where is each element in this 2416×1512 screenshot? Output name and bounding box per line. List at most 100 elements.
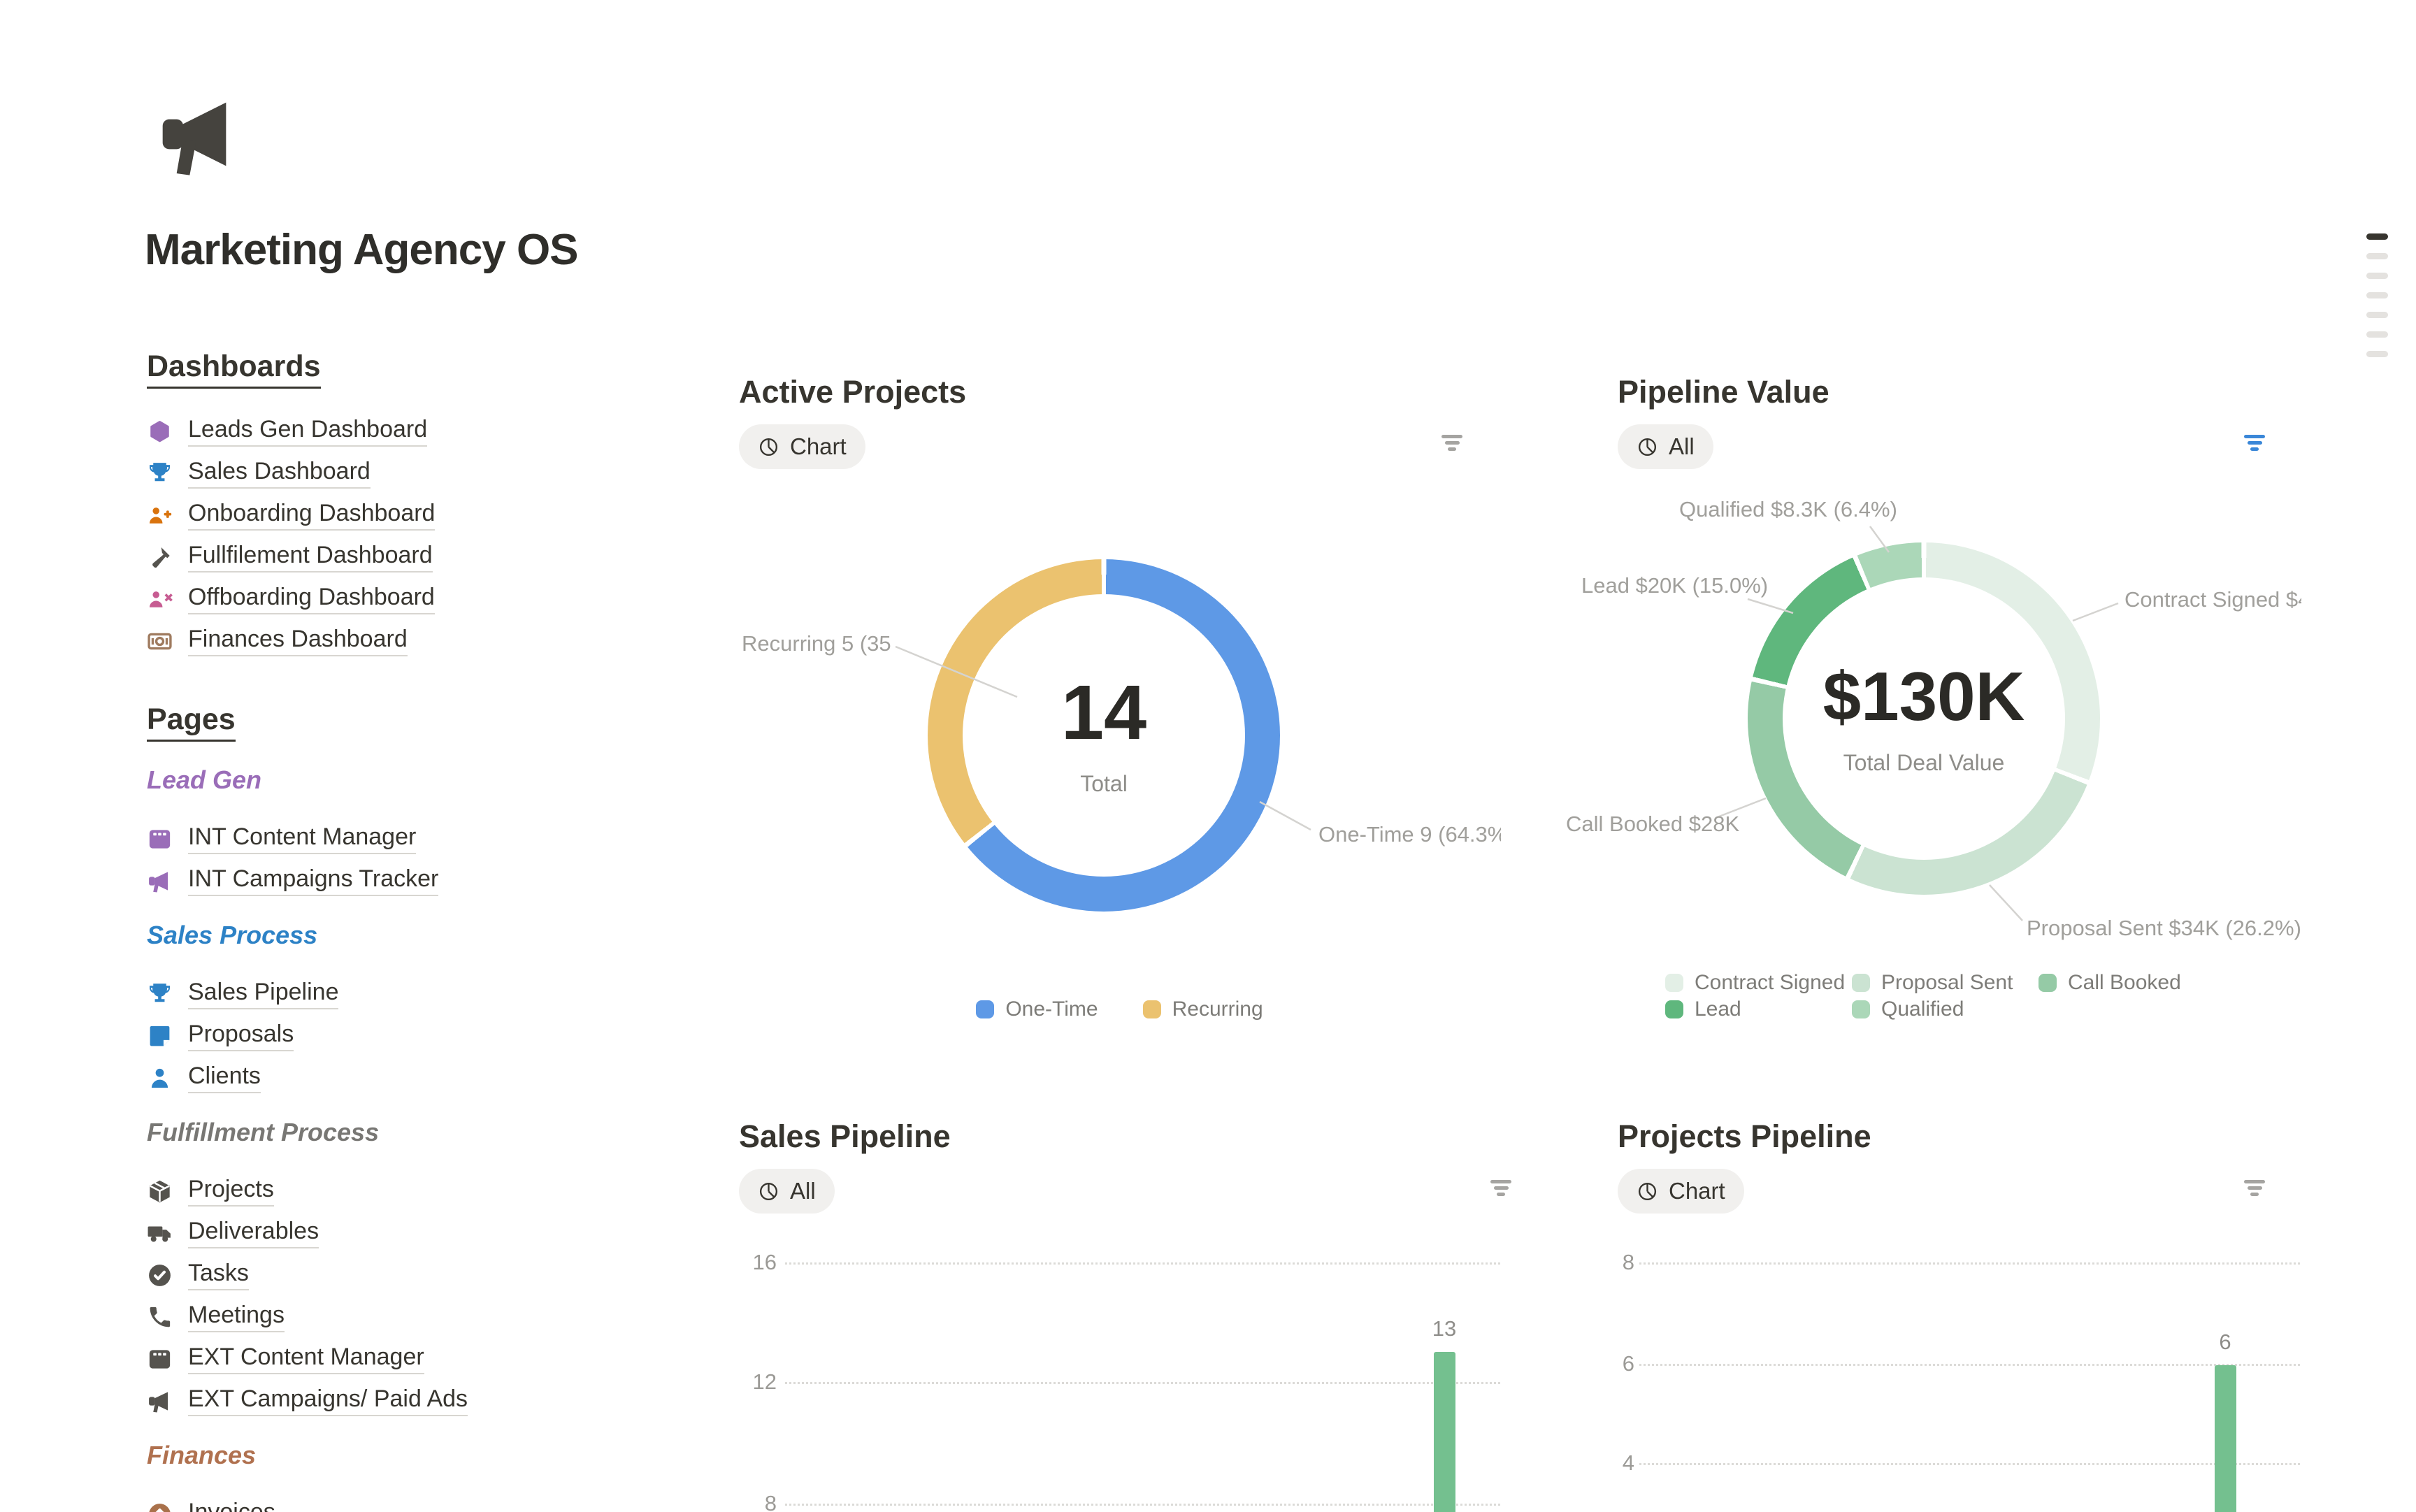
sidebar-item-finances-dashboard[interactable]: Finances Dashboard — [147, 620, 748, 662]
sidebar-item-int-content-manager[interactable]: INT Content Manager — [147, 818, 748, 860]
group-list-fulfillment-process: Projects Deliverables Tasks Meetings EXT Con… — [147, 1170, 748, 1422]
sidebar-item-label: EXT Campaigns/ Paid Ads — [188, 1385, 468, 1416]
sidebar-item-offboarding-dashboard[interactable]: Offboarding Dashboard — [147, 578, 748, 620]
pie-chart-icon — [759, 1182, 778, 1200]
legend-swatch — [2038, 974, 2057, 992]
sidebar-item-ext-campaigns-paid-ads[interactable]: EXT Campaigns/ Paid Ads — [147, 1380, 748, 1422]
y-axis-tick: 6 — [1622, 1351, 1634, 1376]
bar[interactable] — [1434, 1352, 1455, 1512]
chart-title: Projects Pipeline — [1618, 1118, 1871, 1154]
legend-item-contract-signed[interactable]: Contract Signed — [1665, 970, 1852, 995]
legend-label: Proposal Sent — [1881, 971, 2013, 994]
group-label-finances: Finances — [147, 1441, 257, 1469]
filter-icon[interactable] — [2244, 1180, 2265, 1197]
pie-chart-icon — [1638, 438, 1657, 456]
sidebar-item-invoices[interactable]: Invoices — [147, 1493, 748, 1512]
sidebar-item-leads-gen-dashboard[interactable]: Leads Gen Dashboard — [147, 410, 748, 452]
legend-item-recurring[interactable]: Recurring — [1142, 997, 1263, 1022]
legend-item-lead[interactable]: Lead — [1665, 997, 1852, 1022]
sidebar: Dashboards Leads Gen Dashboard Sales Dash… — [147, 350, 748, 1512]
group-label-lead-gen: Lead Gen — [147, 765, 262, 794]
donut-total-value: $130K — [1822, 657, 2025, 735]
sidebar-item-deliverables[interactable]: Deliverables — [147, 1212, 748, 1254]
sidebar-item-clients[interactable]: Clients — [147, 1057, 748, 1099]
sidebar-item-label: Projects — [188, 1176, 274, 1207]
sidebar-item-label: Sales Dashboard — [188, 458, 371, 489]
legend-item-one-time[interactable]: One-Time — [976, 997, 1098, 1022]
bar[interactable] — [2215, 1365, 2236, 1512]
y-axis-tick: 4 — [1622, 1450, 1634, 1475]
legend-label: Call Booked — [2068, 971, 2181, 994]
projects-pipeline-card: Projects Pipeline Chart 8 6 4 6 — [1618, 1118, 2307, 1512]
dashboards-list: Leads Gen Dashboard Sales Dashboard Onboar… — [147, 410, 748, 662]
group-list-sales-process: Sales Pipeline Proposals Clients — [147, 973, 748, 1099]
donut-total-label: Total Deal Value — [1843, 749, 2005, 775]
legend-item-proposal-sent[interactable]: Proposal Sent — [1852, 970, 2038, 995]
banknote-icon — [147, 628, 173, 654]
outline-bar[interactable] — [2366, 273, 2388, 279]
legend-item-qualified[interactable]: Qualified — [1852, 997, 2038, 1022]
outline-indicator — [2366, 233, 2388, 370]
sidebar-item-tasks[interactable]: Tasks — [147, 1254, 748, 1296]
outline-bar[interactable] — [2366, 312, 2388, 318]
chart-title: Active Projects — [739, 374, 967, 410]
legend: One-Time Recurring — [739, 997, 1500, 1022]
sidebar-item-label: Meetings — [188, 1302, 285, 1332]
donut-label-qualified: Qualified $8.3K (6.4%) — [1679, 497, 1897, 521]
legend-label: Qualified — [1881, 998, 1964, 1021]
group-label-sales-process: Sales Process — [147, 921, 318, 949]
sidebar-item-proposals[interactable]: Proposals — [147, 1015, 748, 1057]
megaphone-logo-icon — [155, 89, 245, 175]
outline-bar[interactable] — [2366, 351, 2388, 357]
outline-bar[interactable] — [2366, 331, 2388, 338]
chart-type-button[interactable]: Chart — [1618, 1169, 1744, 1214]
sidebar-item-sales-pipeline[interactable]: Sales Pipeline — [147, 973, 748, 1015]
gridline — [785, 1262, 1500, 1265]
legend-item-call-booked[interactable]: Call Booked — [2038, 970, 2225, 995]
sidebar-item-onboarding-dashboard[interactable]: Onboarding Dashboard — [147, 494, 748, 536]
gridline — [1639, 1262, 2300, 1265]
active-projects-donut[interactable]: 14 Total — [928, 559, 1280, 912]
sidebar-item-int-campaigns-tracker[interactable]: INT Campaigns Tracker — [147, 860, 748, 902]
legend-swatch — [1852, 974, 1870, 992]
sidebar-item-label: Offboarding Dashboard — [188, 584, 435, 614]
sales-pipeline-card: Sales Pipeline All 16 12 8 13 — [739, 1118, 1511, 1512]
phone-icon — [147, 1304, 173, 1330]
donut-label-contract-signed: Contract Signed $40K (30.9%) — [2124, 587, 2301, 612]
sidebar-item-meetings[interactable]: Meetings — [147, 1296, 748, 1338]
chart-type-button[interactable]: All — [1618, 424, 1713, 469]
filter-icon[interactable] — [1490, 1180, 1511, 1197]
person-icon — [147, 1065, 173, 1091]
megaphone-icon — [147, 1388, 173, 1414]
sidebar-item-projects[interactable]: Projects — [147, 1170, 748, 1212]
donut-label-lead: Lead $20K (15.0%) — [1581, 573, 1769, 598]
outline-bar[interactable] — [2366, 253, 2388, 259]
bar-value-label: 13 — [1432, 1316, 1457, 1341]
outline-bar[interactable] — [2366, 292, 2388, 298]
sidebar-item-label: Proposals — [188, 1021, 294, 1051]
sidebar-item-label: Tasks — [188, 1260, 249, 1290]
gallery-icon — [147, 1346, 173, 1372]
donut-label-call-booked: Call Booked $28K — [1566, 812, 1740, 836]
sidebar-item-sales-dashboard[interactable]: Sales Dashboard — [147, 452, 748, 494]
hammer-icon — [147, 545, 173, 570]
active-projects-card: Active Projects Chart 14 Total Recurring… — [739, 374, 1501, 1080]
sidebar-item-label: Leads Gen Dashboard — [188, 416, 428, 447]
sidebar-item-ext-content-manager[interactable]: EXT Content Manager — [147, 1338, 748, 1380]
sidebar-item-fullfilement-dashboard[interactable]: Fullfilement Dashboard — [147, 536, 748, 578]
note-icon — [147, 1023, 173, 1049]
person-plus-icon — [147, 503, 173, 528]
chart-type-button[interactable]: All — [739, 1169, 835, 1214]
pipeline-value-donut[interactable]: $130K Total Deal Value — [1748, 542, 2100, 895]
check-circle-icon — [147, 1262, 173, 1288]
legend-swatch — [976, 1000, 995, 1018]
sidebar-item-label: Deliverables — [188, 1218, 319, 1248]
filter-icon[interactable] — [1441, 435, 1462, 452]
chart-type-button[interactable]: Chart — [739, 424, 865, 469]
outline-bar[interactable] — [2366, 233, 2388, 240]
donut-total-value: 14 — [1060, 669, 1147, 756]
sidebar-item-label: Clients — [188, 1063, 261, 1093]
donut-hole: $130K Total Deal Value — [1783, 577, 2065, 860]
filter-icon-active[interactable] — [2244, 435, 2265, 452]
chart-title: Pipeline Value — [1618, 374, 1829, 410]
